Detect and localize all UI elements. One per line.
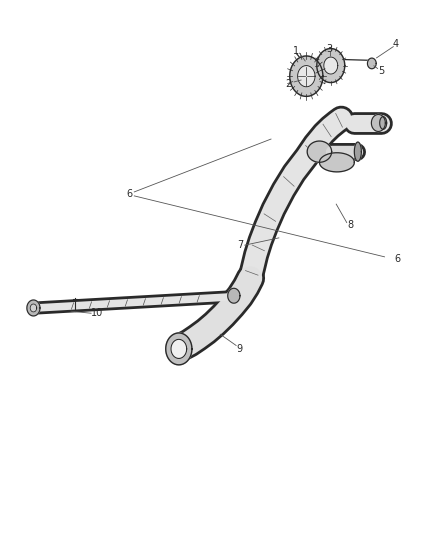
Text: 7: 7: [237, 240, 243, 250]
Text: 9: 9: [236, 344, 242, 354]
Text: 2: 2: [286, 79, 292, 89]
Polygon shape: [371, 115, 385, 132]
Polygon shape: [317, 49, 345, 83]
Polygon shape: [228, 288, 240, 303]
Polygon shape: [307, 141, 332, 163]
Text: 5: 5: [378, 66, 385, 76]
Polygon shape: [354, 142, 361, 161]
Text: 6: 6: [394, 254, 400, 264]
Text: 3: 3: [326, 44, 332, 53]
Text: 8: 8: [347, 220, 353, 230]
Polygon shape: [30, 304, 37, 312]
Text: 4: 4: [393, 39, 399, 49]
Text: 6: 6: [126, 189, 132, 199]
Polygon shape: [367, 58, 376, 69]
Text: 1: 1: [293, 46, 299, 56]
Polygon shape: [319, 153, 354, 172]
Polygon shape: [166, 333, 192, 365]
Polygon shape: [27, 300, 40, 316]
Polygon shape: [324, 57, 338, 74]
Polygon shape: [171, 340, 187, 359]
Text: 10: 10: [91, 308, 103, 318]
Polygon shape: [290, 56, 323, 96]
Polygon shape: [380, 117, 387, 130]
Polygon shape: [297, 66, 315, 87]
